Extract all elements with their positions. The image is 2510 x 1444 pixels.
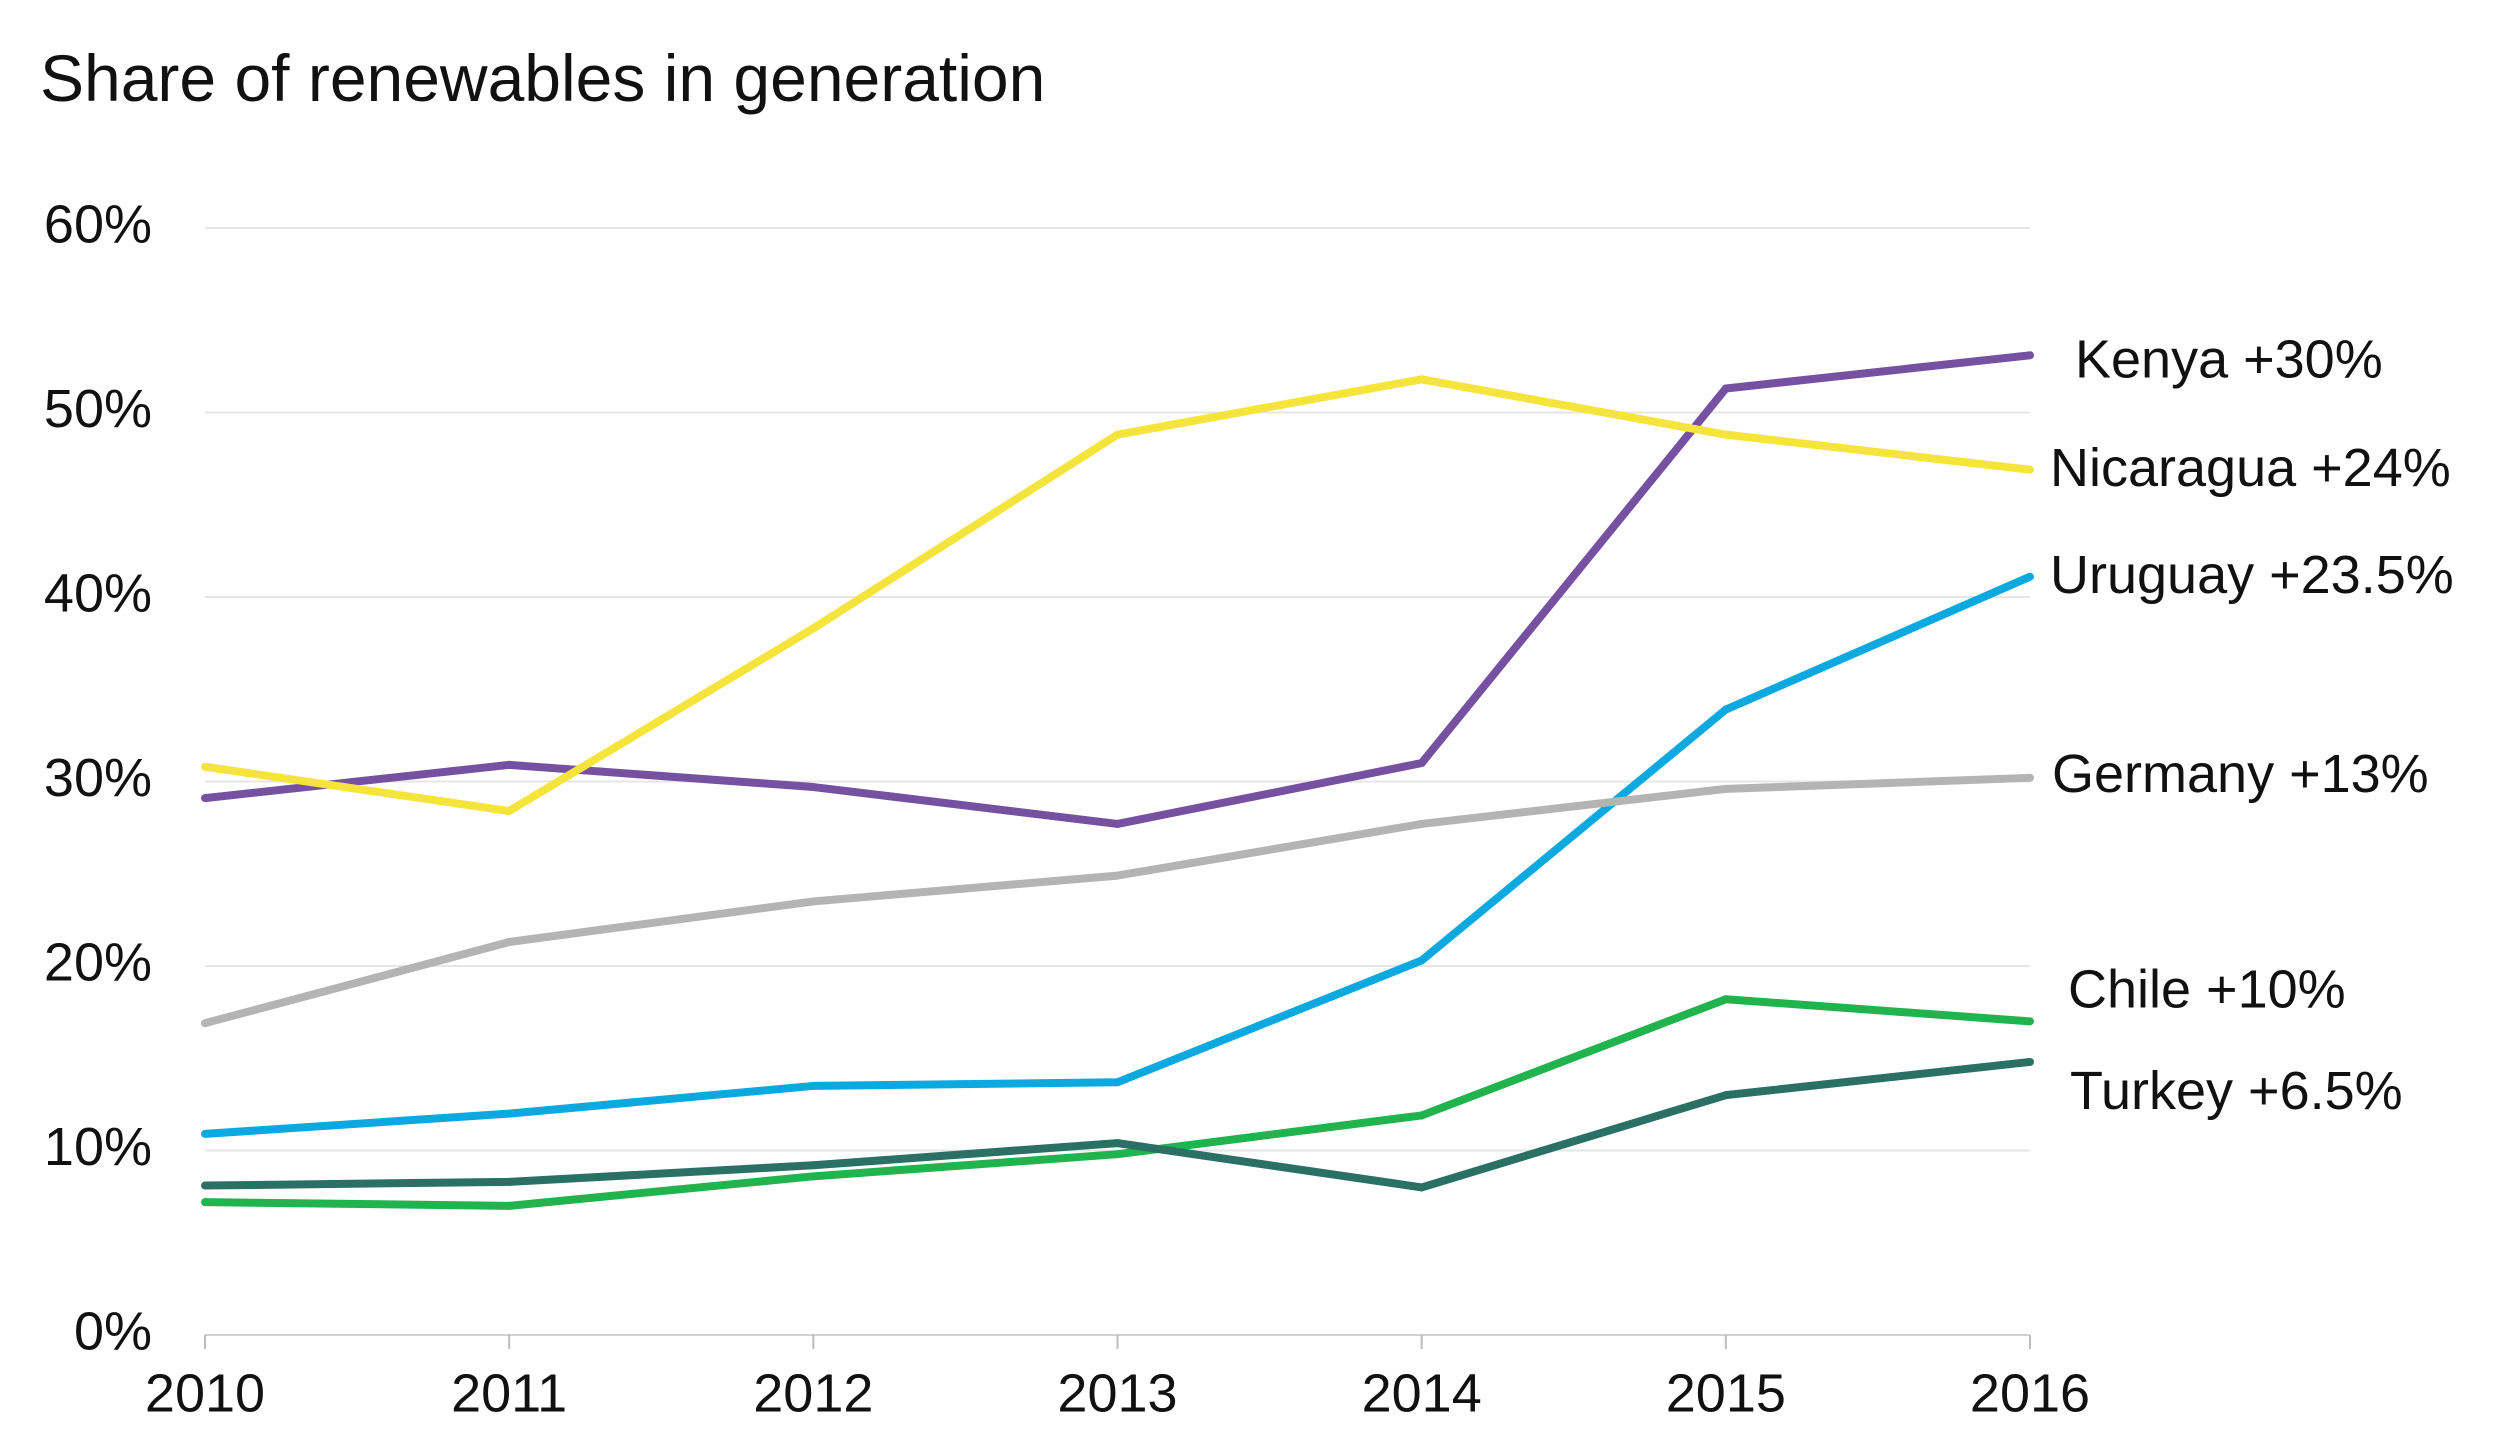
data-point-uruguay [1721, 705, 1730, 714]
data-point-germany [1417, 819, 1426, 828]
series-line-uruguay [204, 573, 2032, 1138]
series-label-chile: Chile +10% [2068, 960, 2346, 1020]
x-tick-label: 2011 [451, 1363, 567, 1423]
data-point-uruguay [809, 1081, 818, 1090]
series-label-kenya: Kenya +30% [2075, 330, 2383, 390]
data-point-turkey [2026, 1057, 2034, 1066]
y-tick-label: 30% [44, 748, 152, 808]
axes [204, 1334, 2031, 1349]
data-point-turkey [1417, 1183, 1426, 1192]
y-tick-label: 60% [44, 194, 152, 254]
x-tick-label: 2016 [1970, 1363, 2090, 1423]
series-lines [201, 351, 2034, 1210]
data-point-nicaragua [201, 762, 209, 771]
data-point-turkey [1721, 1091, 1730, 1100]
data-point-nicaragua [1113, 430, 1122, 439]
data-point-turkey [809, 1161, 818, 1170]
data-point-nicaragua [1417, 375, 1426, 384]
data-point-kenya [809, 783, 818, 792]
data-point-germany [201, 1019, 209, 1028]
data-point-chile [809, 1172, 818, 1181]
series-labels: Kenya +30% Nicaragua +24% Uruguay +23.5% Ge… [2050, 330, 2454, 1122]
series-line-chile [204, 995, 2031, 1210]
y-tick-label: 0% [74, 1301, 152, 1361]
series-label-germany: Germany +13% [2052, 744, 2429, 804]
data-point-chile [2026, 1017, 2034, 1026]
data-point-turkey [505, 1177, 514, 1186]
data-point-germany [1721, 784, 1730, 793]
data-point-nicaragua [2026, 465, 2034, 474]
y-tick-label: 50% [44, 379, 152, 439]
y-tick-label: 40% [44, 563, 152, 623]
gridlines [205, 227, 2030, 1152]
data-point-uruguay [1113, 1078, 1122, 1087]
data-point-nicaragua [505, 807, 514, 816]
data-point-chile [505, 1201, 514, 1210]
series-label-nicaragua: Nicaragua +24% [2050, 438, 2451, 498]
x-tick-label: 2015 [1666, 1363, 1786, 1423]
x-tick-label: 2012 [753, 1363, 873, 1423]
data-point-chile [1113, 1150, 1122, 1159]
data-point-kenya [1721, 384, 1730, 393]
data-point-uruguay [2026, 572, 2034, 581]
x-tick-label: 2013 [1057, 1363, 1177, 1423]
series-label-turkey: Turkey +6.5% [2070, 1061, 2403, 1121]
series-line-kenya [204, 351, 2031, 828]
y-tick-label: 20% [44, 932, 152, 992]
data-point-kenya [1113, 819, 1122, 828]
data-point-kenya [1417, 759, 1426, 768]
data-point-nicaragua [809, 624, 818, 633]
x-axis-ticks: 2010 2011 2012 2013 2014 2015 2016 [145, 1363, 2090, 1423]
x-tick-label: 2010 [145, 1363, 265, 1423]
data-point-chile [1417, 1111, 1426, 1120]
data-point-chile [201, 1198, 209, 1207]
data-point-turkey [201, 1181, 209, 1190]
chart-title: Share of renewables in generation [40, 41, 1046, 115]
series-line-nicaragua [204, 375, 2031, 816]
y-tick-label: 10% [44, 1117, 152, 1177]
data-point-kenya [505, 760, 514, 769]
series-line-germany [203, 773, 2031, 1028]
data-point-germany [1113, 871, 1122, 880]
data-point-kenya [2026, 351, 2034, 360]
data-point-uruguay [201, 1129, 209, 1138]
data-point-germany [2026, 773, 2034, 782]
y-axis-ticks: 0% 10% 20% 30% 40% 50% 60% [44, 194, 152, 1361]
data-point-chile [1721, 995, 1730, 1004]
data-point-uruguay [1417, 956, 1426, 965]
data-point-germany [809, 897, 818, 906]
data-point-nicaragua [1721, 430, 1730, 439]
series-label-uruguay: Uruguay +23.5% [2050, 545, 2454, 605]
x-tick-label: 2014 [1362, 1363, 1482, 1423]
data-point-kenya [201, 794, 209, 803]
data-point-germany [505, 938, 514, 947]
data-point-turkey [1113, 1139, 1122, 1148]
data-point-uruguay [505, 1109, 514, 1118]
